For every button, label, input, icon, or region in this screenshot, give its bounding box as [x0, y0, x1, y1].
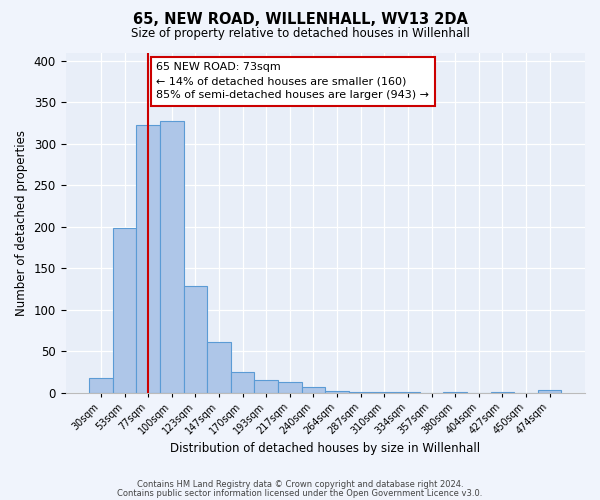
- Bar: [113, 228, 136, 392]
- Bar: [538, 390, 562, 392]
- Text: 65 NEW ROAD: 73sqm
← 14% of detached houses are smaller (160)
85% of semi-detach: 65 NEW ROAD: 73sqm ← 14% of detached hou…: [157, 62, 430, 100]
- Text: Size of property relative to detached houses in Willenhall: Size of property relative to detached ho…: [131, 28, 469, 40]
- Text: Contains HM Land Registry data © Crown copyright and database right 2024.: Contains HM Land Registry data © Crown c…: [137, 480, 463, 489]
- Bar: [302, 386, 325, 392]
- Text: 65, NEW ROAD, WILLENHALL, WV13 2DA: 65, NEW ROAD, WILLENHALL, WV13 2DA: [133, 12, 467, 28]
- Bar: [184, 286, 207, 393]
- Bar: [136, 126, 160, 392]
- Bar: [160, 122, 184, 392]
- Bar: [207, 342, 231, 392]
- X-axis label: Distribution of detached houses by size in Willenhall: Distribution of detached houses by size …: [170, 442, 481, 455]
- Bar: [89, 378, 113, 392]
- Bar: [231, 372, 254, 392]
- Bar: [254, 380, 278, 392]
- Bar: [278, 382, 302, 392]
- Y-axis label: Number of detached properties: Number of detached properties: [15, 130, 28, 316]
- Text: Contains public sector information licensed under the Open Government Licence v3: Contains public sector information licen…: [118, 488, 482, 498]
- Bar: [325, 391, 349, 392]
